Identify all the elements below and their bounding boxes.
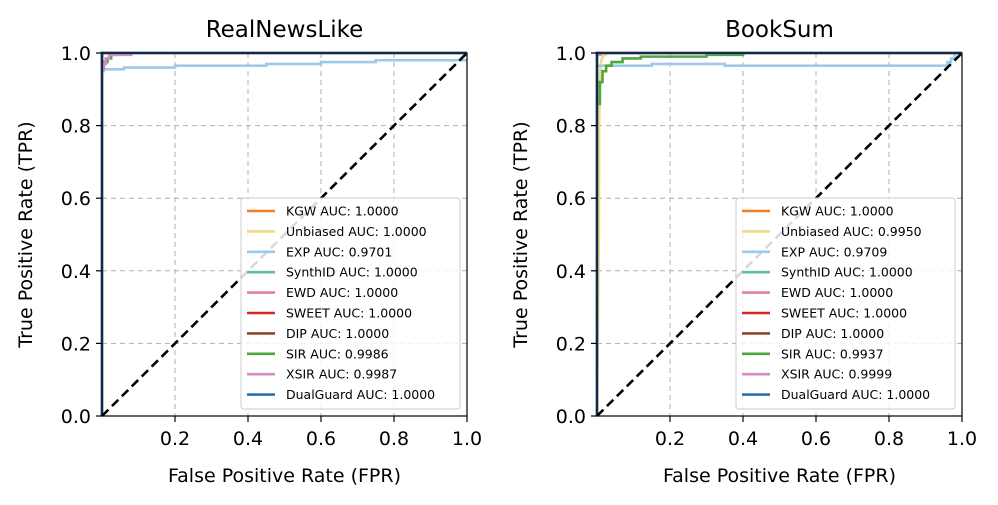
x-tick-label: 0.8	[874, 428, 904, 450]
y-tick-label: 0.4	[556, 261, 586, 283]
chart-title: BookSum	[725, 17, 834, 43]
legend-label: SynthID AUC: 1.0000	[286, 265, 418, 280]
legend-box	[735, 197, 956, 410]
legend-label: Unbiased AUC: 1.0000	[286, 224, 427, 239]
y-tick-label: 0.6	[61, 188, 91, 210]
y-tick-label: 0.2	[61, 333, 91, 355]
roc-curve-sir	[595, 51, 962, 416]
legend-label: DIP AUC: 1.0000	[781, 326, 884, 341]
x-tick-label: 1.0	[452, 428, 482, 450]
x-tick-label: 0.8	[379, 428, 409, 450]
x-tick-label: 0.2	[160, 428, 190, 450]
legend-label: SynthID AUC: 1.0000	[781, 265, 913, 280]
x-tick-label: 0.4	[728, 428, 758, 450]
y-tick-label: 0.0	[61, 406, 91, 428]
legend-label: SIR AUC: 0.9937	[781, 346, 884, 361]
plot-frame	[596, 52, 963, 417]
y-tick-label: 0.8	[556, 116, 586, 138]
legend-label: EXP AUC: 0.9709	[781, 244, 887, 259]
x-tick-label: 0.2	[655, 428, 685, 450]
y-tick-label: 0.2	[556, 333, 586, 355]
legend-label: SWEET AUC: 1.0000	[286, 306, 412, 321]
roc-curve-exp	[100, 58, 467, 416]
plot-frame	[101, 52, 468, 417]
y-axis-label: True Positive Rate (TPR)	[510, 121, 532, 348]
x-tick-label: 0.6	[801, 428, 831, 450]
x-tick-label: 0.6	[306, 428, 336, 450]
legend-label: DualGuard AUC: 1.0000	[781, 387, 930, 402]
chart-booksum: 0.2 0.4 0.6 0.8 1.0 0.0 0.2 0.4 0.6 0.8 1.0 BookSum…	[510, 17, 977, 487]
y-tick-label: 0.8	[61, 116, 91, 138]
chart-title: RealNewsLike	[206, 17, 364, 43]
legend-box	[240, 197, 461, 410]
legend: KGW AUC: 1.0000 Unbiased AUC: 1.0000 EXP A…	[240, 197, 461, 410]
y-axis-label: True Positive Rate (TPR)	[15, 121, 37, 348]
legend-label: KGW AUC: 1.0000	[781, 204, 894, 219]
y-tick-label: 0.4	[61, 261, 91, 283]
legend-label: EWD AUC: 1.0000	[286, 285, 398, 300]
legend-label: DIP AUC: 1.0000	[286, 326, 389, 341]
legend-label: Unbiased AUC: 0.9950	[781, 224, 922, 239]
legend-label: KGW AUC: 1.0000	[286, 204, 399, 219]
chart-realnewslike: 0.2 0.4 0.6 0.8 1.0 0.0 0.2 0.4 0.6 0.8 1.0 RealNew…	[15, 17, 482, 487]
legend-label: XSIR AUC: 0.9987	[286, 367, 397, 382]
legend-label: XSIR AUC: 0.9999	[781, 367, 892, 382]
x-axis-label: False Positive Rate (FPR)	[663, 465, 896, 487]
x-axis-label: False Positive Rate (FPR)	[168, 465, 401, 487]
legend-label: SIR AUC: 0.9986	[286, 346, 389, 361]
y-tick-label: 1.0	[556, 43, 586, 65]
legend-label: EWD AUC: 1.0000	[781, 285, 893, 300]
legend: KGW AUC: 1.0000 Unbiased AUC: 0.9950 EXP A…	[735, 197, 956, 410]
y-tick-label: 0.6	[556, 188, 586, 210]
legend-label: SWEET AUC: 1.0000	[781, 306, 907, 321]
y-tick-label: 1.0	[61, 43, 91, 65]
y-tick-label: 0.0	[556, 406, 586, 428]
legend-label: DualGuard AUC: 1.0000	[286, 387, 435, 402]
x-tick-label: 0.4	[233, 428, 263, 450]
legend-label: EXP AUC: 0.9701	[286, 244, 392, 259]
x-tick-label: 1.0	[947, 428, 977, 450]
